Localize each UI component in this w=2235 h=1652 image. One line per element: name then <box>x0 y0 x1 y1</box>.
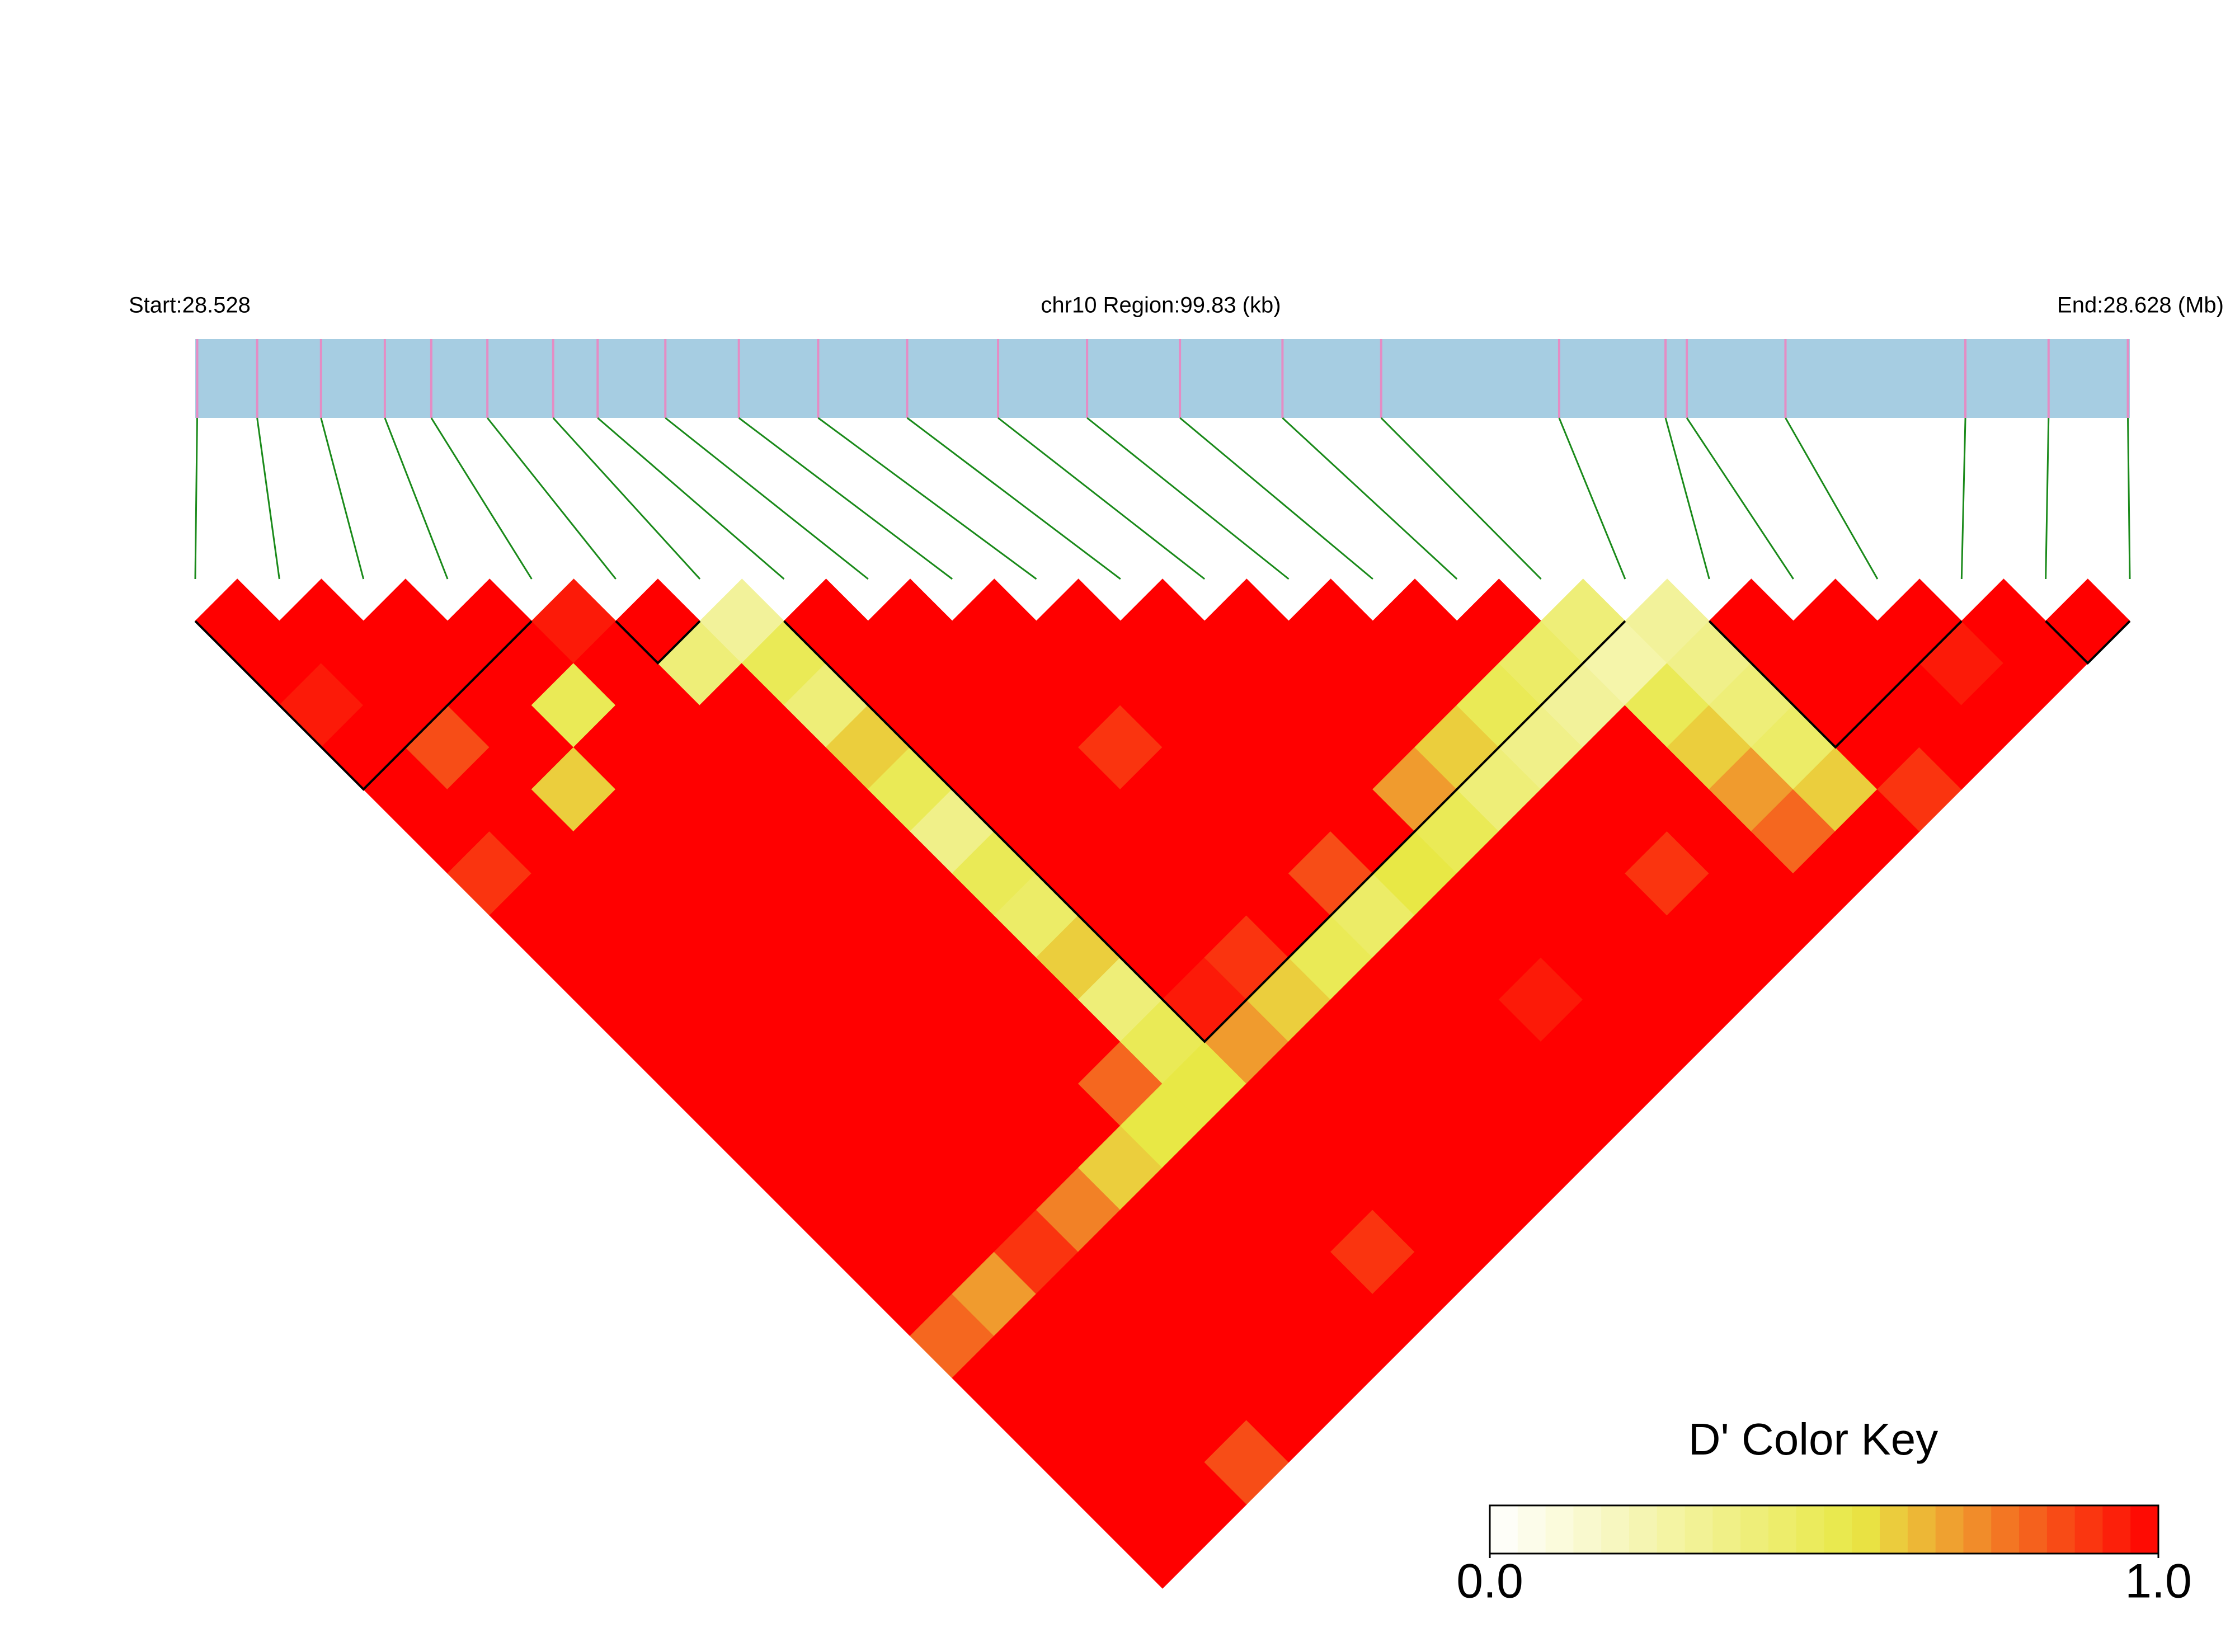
snp-link <box>384 417 449 580</box>
end-label: End:28.628 (Mb) <box>2057 293 2224 318</box>
snp-link <box>1664 417 1710 580</box>
color-key-swatch <box>1490 1505 1518 1554</box>
color-key-swatch <box>1880 1505 1908 1554</box>
color-key-swatch <box>2019 1505 2048 1554</box>
ld-block <box>615 620 701 665</box>
snp-link <box>1960 417 1966 580</box>
color-key-tick-label: 0.0 <box>1456 1555 1523 1608</box>
color-key-swatch <box>1517 1505 1546 1554</box>
color-key-swatch <box>1768 1505 1797 1554</box>
ld-block <box>783 620 1626 1043</box>
region-track <box>195 339 2130 418</box>
snp-link <box>320 417 365 580</box>
snp-link <box>430 417 533 580</box>
snp-link <box>1179 417 1373 580</box>
color-key-swatch <box>1991 1505 2020 1554</box>
color-key-swatch <box>2074 1505 2103 1554</box>
snp-link <box>906 417 1121 580</box>
color-key-swatch <box>1573 1505 1602 1554</box>
snp-link <box>738 417 953 580</box>
ld-block <box>194 620 533 791</box>
start-label: Start:28.528 <box>129 293 251 318</box>
snp-link <box>1282 417 1458 580</box>
ld-block <box>1708 620 1963 749</box>
snp-link <box>194 417 198 580</box>
color-key-tick-label: 1.0 <box>2125 1555 2192 1608</box>
color-key-swatch <box>1852 1505 1880 1554</box>
snp-link <box>1558 417 1626 580</box>
ld-block <box>2045 620 2131 665</box>
snp-link <box>817 417 1037 580</box>
color-key-swatch <box>1712 1505 1741 1554</box>
snp-link <box>486 417 617 580</box>
color-key-swatch <box>1629 1505 1658 1554</box>
color-key-swatch <box>1907 1505 1936 1554</box>
color-key-swatch <box>1963 1505 1992 1554</box>
snp-link <box>597 417 785 580</box>
color-key-frame <box>1489 1504 2159 1555</box>
snp-link <box>552 417 701 580</box>
snp-link <box>997 417 1206 580</box>
color-key-swatch <box>1796 1505 1824 1554</box>
color-key-swatch <box>1657 1505 1686 1554</box>
color-key-swatch <box>1740 1505 1769 1554</box>
color-key-swatch <box>1601 1505 1630 1554</box>
color-key-swatch <box>1685 1505 1713 1554</box>
snp-link <box>665 417 869 580</box>
color-key-swatch <box>2130 1505 2159 1554</box>
snp-link <box>1086 417 1290 580</box>
snp-link <box>1380 417 1542 580</box>
color-key-swatch <box>1824 1505 1852 1554</box>
snp-link <box>1686 417 1794 580</box>
color-key-swatch <box>1545 1505 1574 1554</box>
snp-link <box>1785 417 1879 580</box>
color-key-title: D' Color Key <box>1688 1414 1938 1464</box>
snp-link <box>2127 417 2131 580</box>
color-key-swatch <box>2046 1505 2076 1554</box>
color-key-swatch <box>2102 1505 2131 1554</box>
color-key-swatch <box>1935 1505 1964 1554</box>
snp-link <box>2045 417 2050 580</box>
region-label: chr10 Region:99.83 (kb) <box>1041 293 1281 318</box>
snp-link <box>256 417 280 580</box>
